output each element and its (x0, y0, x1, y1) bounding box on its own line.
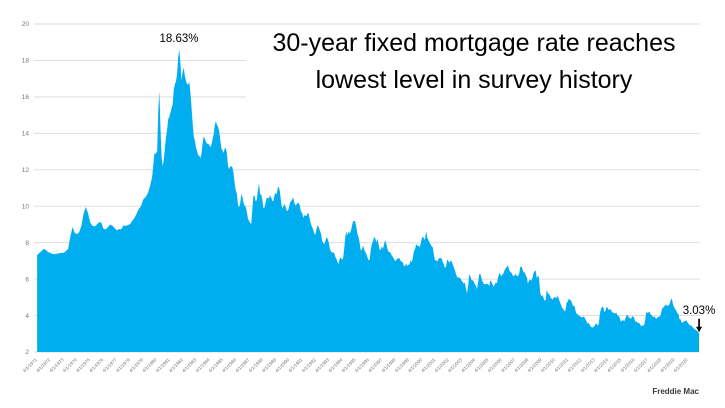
svg-text:16: 16 (22, 94, 30, 101)
y-axis-labels: 2 4 6 8 10 12 14 16 18 20 (22, 21, 30, 356)
svg-text:18: 18 (22, 58, 30, 65)
source-attribution: Freddie Mac (652, 387, 699, 396)
svg-text:14: 14 (22, 131, 30, 138)
svg-text:12: 12 (22, 167, 30, 174)
chart-title: 30-year fixed mortgage rate reaches lowe… (246, 25, 702, 99)
svg-text:6: 6 (25, 276, 29, 283)
low-rate-annotation: 3.03% (682, 305, 716, 317)
svg-text:4/1/2020: 4/1/2020 (673, 357, 689, 373)
peak-rate-annotation: 18.63% (159, 33, 199, 45)
svg-text:10: 10 (22, 203, 30, 210)
svg-text:8: 8 (25, 240, 29, 247)
svg-text:20: 20 (22, 21, 30, 28)
svg-text:4: 4 (25, 313, 29, 320)
down-arrow-icon (696, 318, 703, 333)
svg-text:2: 2 (25, 349, 29, 356)
rate-area-series (37, 48, 700, 353)
x-axis-labels: 4/1/19714/1/19724/1/19734/1/19744/1/1975… (22, 357, 689, 373)
